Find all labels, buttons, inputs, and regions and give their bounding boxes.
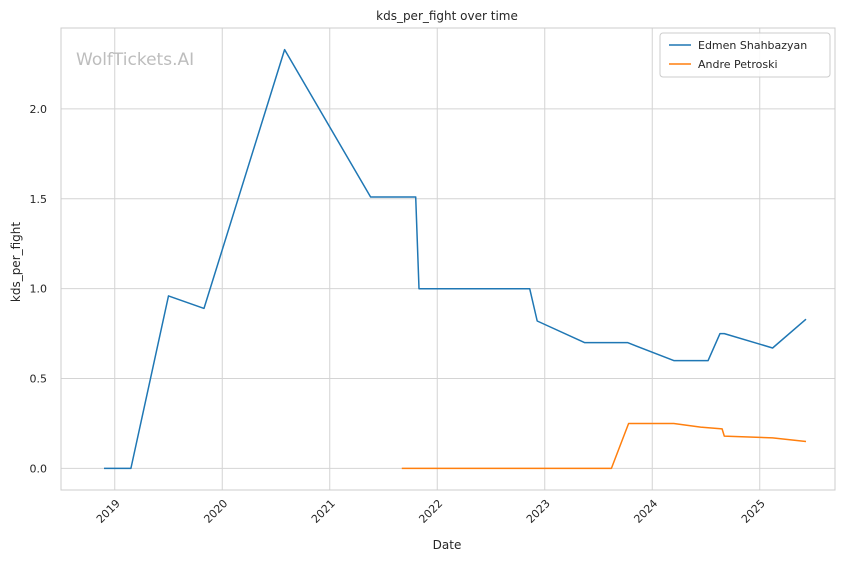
y-axis-label: kds_per_fight	[9, 222, 23, 303]
grid	[61, 28, 835, 490]
legend-label: Andre Petroski	[698, 58, 778, 71]
legend: Edmen Shahbazyan Andre Petroski	[659, 32, 831, 78]
y-tick-label: 1.0	[30, 283, 48, 296]
series-line-andre-petroski	[401, 422, 807, 470]
y-tick-label: 0.0	[30, 462, 48, 475]
y-tick-label: 0.5	[30, 373, 48, 386]
y-tick-labels: 0.0 0.5 1.0 1.5 2.0	[30, 103, 48, 476]
y-tick-label: 2.0	[30, 103, 48, 116]
series-line-edmen-shahbazyan	[104, 48, 807, 470]
plot-frame	[60, 27, 836, 491]
legend-box	[659, 32, 831, 78]
chart-title: kds_per_fight over time	[376, 9, 518, 23]
watermark-text: WolfTickets.AI	[76, 50, 194, 70]
y-tick-label: 1.5	[30, 193, 48, 206]
legend-label: Edmen Shahbazyan	[698, 39, 807, 52]
x-axis-label: Date	[433, 538, 462, 552]
series-layer	[104, 48, 807, 470]
